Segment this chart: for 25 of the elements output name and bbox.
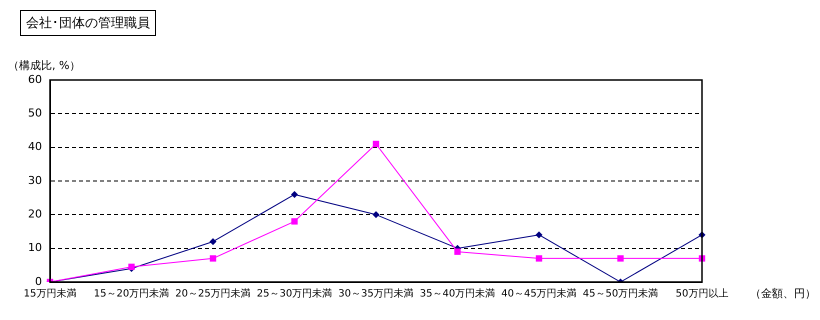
chart-title: 会社･団体の管理職員 bbox=[20, 10, 156, 36]
x-tick-label: 40～45万円未満 bbox=[501, 288, 577, 300]
y-tick-label: 0 bbox=[35, 274, 42, 288]
point bbox=[536, 231, 542, 238]
y-tick-label: 30 bbox=[28, 174, 42, 187]
x-tick-label: 30～35万円未満 bbox=[338, 288, 414, 300]
y-tick-label: 50 bbox=[28, 106, 42, 120]
y-axis-title: （構成比, %） bbox=[8, 58, 80, 73]
x-axis-title: （金額、円） bbox=[750, 286, 816, 301]
point bbox=[291, 190, 298, 198]
y-tick-label: 40 bbox=[28, 140, 42, 154]
x-tick-label: 50万円以上 bbox=[676, 288, 728, 300]
point bbox=[372, 211, 380, 218]
x-tick-label: 35～40万円未満 bbox=[420, 288, 496, 300]
point bbox=[454, 248, 461, 255]
y-tick-label: 60 bbox=[28, 72, 42, 86]
y-tick-label: 20 bbox=[28, 208, 42, 221]
x-tick-label: 20～25万円未満 bbox=[175, 288, 251, 300]
x-tick-label: 15～20万円未満 bbox=[94, 288, 170, 300]
x-tick-label: 45～50万円未満 bbox=[582, 288, 658, 300]
point bbox=[291, 218, 298, 225]
y-tick-label: 10 bbox=[28, 241, 42, 254]
x-tick-label: 25～30万円未満 bbox=[256, 288, 332, 300]
point bbox=[210, 238, 216, 246]
x-tick-label: 15万円未満 bbox=[24, 288, 76, 300]
